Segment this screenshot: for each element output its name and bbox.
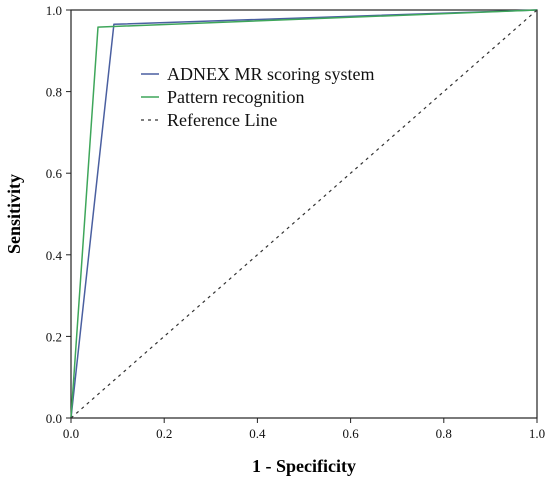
legend-label-reference-line: Reference Line [167,110,277,130]
x-tick-label: 0.8 [436,426,452,441]
series-layer [70,9,538,419]
y-tick-label: 0.2 [46,329,62,344]
y-axis-label: Sensitivity [4,174,24,254]
x-tick-label: 0.6 [342,426,359,441]
x-axis-label: 1 - Specificity [252,456,356,476]
x-axis-ticks: 0.0 0.2 0.4 0.6 0.8 1.0 [63,418,545,441]
y-tick-label: 0.6 [46,166,63,181]
series-line-reference-line [70,9,538,419]
x-tick-label: 0.4 [249,426,266,441]
legend-label-pattern-recognition: Pattern recognition [167,87,304,107]
x-tick-label: 0.0 [63,426,79,441]
y-tick-label: 1.0 [46,3,62,18]
series-line-pattern-recognition [70,9,538,419]
y-tick-label: 0.0 [46,411,62,426]
x-tick-label: 1.0 [529,426,545,441]
legend-label-adnex-mr-scoring-system: ADNEX MR scoring system [167,64,375,84]
y-tick-label: 0.8 [46,85,62,100]
y-tick-label: 0.4 [46,248,63,263]
legend: ADNEX MR scoring system Pattern recogniti… [141,64,375,130]
x-tick-label: 0.2 [156,426,172,441]
y-axis-ticks: 0.0 0.2 0.4 0.6 0.8 1.0 [46,3,71,426]
